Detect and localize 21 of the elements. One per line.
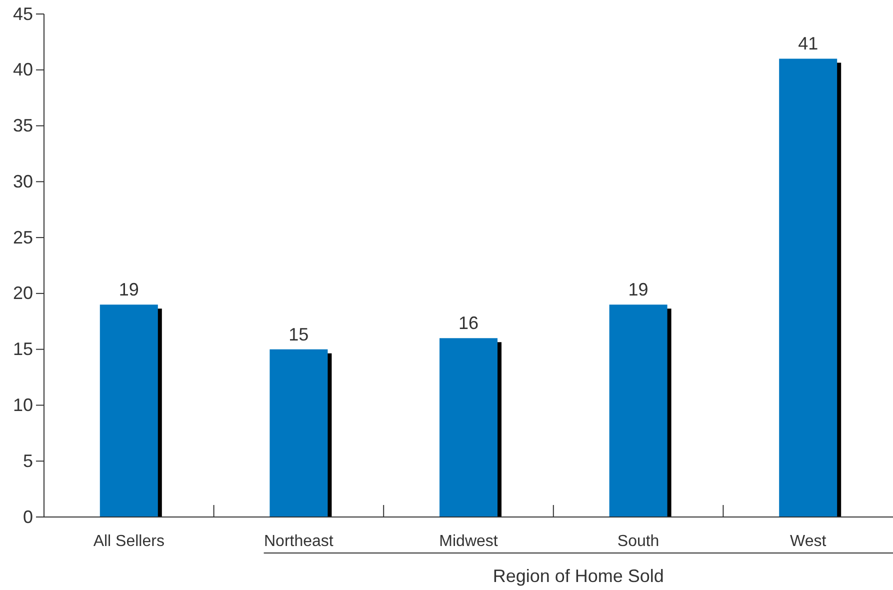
y-tick-label: 40 <box>12 60 33 80</box>
data-label: 15 <box>288 324 309 344</box>
y-tick-label: 10 <box>12 394 33 415</box>
x-tick-label: South <box>617 533 660 550</box>
x-tick-label: Northeast <box>264 533 334 550</box>
y-tick-label: 5 <box>22 450 33 471</box>
y-tick-label: 0 <box>22 506 33 527</box>
x-tick-label: All Sellers <box>93 533 164 550</box>
x-tick-label: West <box>790 533 827 550</box>
data-label: 19 <box>118 280 139 300</box>
y-tick-label: 15 <box>12 339 33 360</box>
x-tick-label: Midwest <box>439 533 498 550</box>
data-label: 19 <box>628 280 648 300</box>
y-tick-label: 35 <box>12 116 33 136</box>
y-tick-label: 25 <box>12 227 33 248</box>
data-label: 41 <box>798 34 818 54</box>
y-tick-label: 30 <box>12 171 33 192</box>
x-axis-title: Region of Home Sold <box>492 566 664 586</box>
y-tick-label: 45 <box>12 4 33 24</box>
y-tick-label: 20 <box>12 283 33 304</box>
data-label: 16 <box>458 313 479 334</box>
